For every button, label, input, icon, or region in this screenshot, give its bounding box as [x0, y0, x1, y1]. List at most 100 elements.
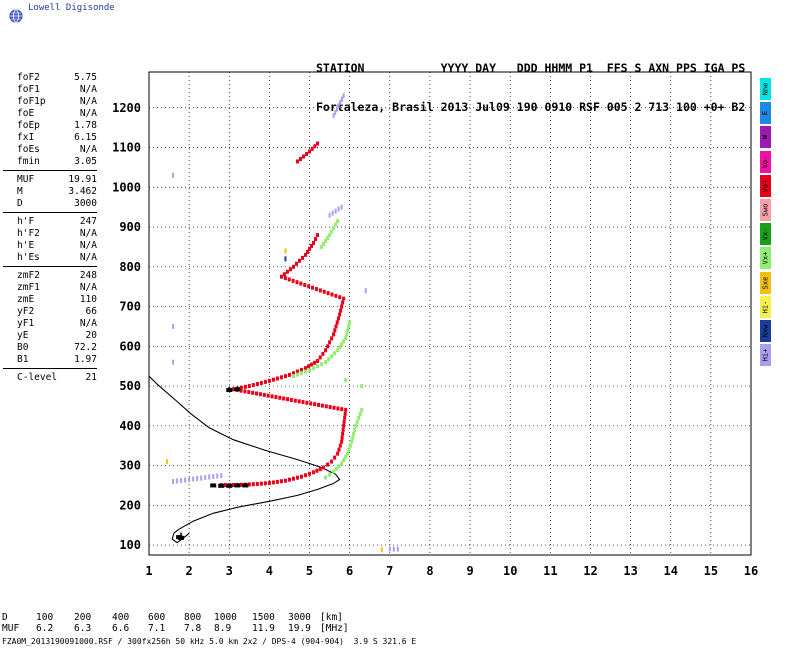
param-row: zmF1 N/A	[3, 282, 97, 294]
vo-point	[299, 281, 303, 286]
black-trace-point	[242, 483, 249, 488]
vo-point	[332, 405, 336, 410]
distance-value: 1500	[252, 612, 275, 623]
vo-point	[239, 482, 243, 487]
vo-point	[334, 293, 338, 298]
param-row: foF1p N/A	[3, 96, 97, 108]
vx-point	[334, 222, 338, 227]
vo-point	[342, 296, 346, 301]
x-tick-label: 12	[583, 564, 597, 578]
black-trace-point	[234, 483, 241, 488]
param-value: N/A	[79, 282, 97, 293]
black-trace-point	[226, 483, 233, 488]
vo-point	[295, 475, 299, 480]
param-label: fmin	[17, 156, 40, 167]
vo-point	[313, 360, 317, 365]
legend-item: Vo-	[760, 150, 771, 173]
hi-point	[334, 109, 337, 115]
distance-unit: [km]	[320, 612, 343, 623]
vo-point	[336, 451, 340, 456]
vo-point	[310, 362, 314, 367]
vo-point	[340, 435, 344, 440]
vo-point	[335, 320, 339, 325]
hi-point	[200, 475, 203, 481]
y-tick-label: 800	[119, 260, 141, 274]
vo-point	[318, 355, 322, 360]
param-row: zmF2 248	[3, 270, 97, 282]
vo-point	[266, 393, 270, 398]
legend-item: Nxw	[760, 319, 771, 342]
hi-point	[172, 172, 175, 178]
vo-point	[255, 381, 259, 386]
y-tick-label: 300	[119, 459, 141, 473]
hi-point	[340, 204, 343, 210]
vo-point	[286, 397, 290, 402]
vo-point	[317, 402, 321, 407]
vo-point	[271, 480, 275, 485]
x-tick-label: 14	[664, 564, 678, 578]
param-row: M 3.462	[3, 186, 97, 198]
vo-point	[336, 316, 340, 321]
vo-point	[328, 405, 332, 410]
param-separator	[3, 368, 97, 369]
muf-unit: [MHz]	[320, 623, 349, 634]
param-label: h'F	[17, 216, 35, 227]
hi-point	[180, 477, 183, 483]
vx-point	[320, 244, 324, 249]
param-value: 6.15	[74, 132, 97, 143]
param-value: N/A	[79, 96, 97, 107]
vo-point	[291, 278, 295, 283]
hi-point	[172, 323, 175, 329]
vo-point	[271, 377, 275, 382]
vo-point	[247, 390, 251, 395]
vx-point	[352, 431, 356, 436]
vo-point	[341, 431, 345, 436]
hi-point	[204, 474, 207, 480]
hi-point	[176, 478, 179, 484]
vo-point	[340, 439, 344, 444]
vo-point	[291, 371, 295, 376]
vo-point	[343, 411, 347, 416]
sxe-point	[284, 248, 287, 254]
param-label: zmF2	[17, 270, 40, 281]
param-row: h'E N/A	[3, 240, 97, 252]
param-label: C-level	[17, 372, 58, 383]
legend-item: Sxe	[760, 271, 771, 294]
vx-point	[340, 342, 344, 347]
hi-point	[196, 475, 199, 481]
vo-point	[312, 240, 316, 245]
x-tick-label: 2	[186, 564, 193, 578]
vx-point	[332, 469, 336, 474]
param-row: fmin 3.05	[3, 156, 97, 168]
vo-point	[330, 459, 334, 464]
x-tick-label: 11	[543, 564, 557, 578]
vo-point	[338, 443, 342, 448]
muf-value: 19.9	[288, 623, 311, 634]
hi-point	[192, 476, 195, 482]
vo-point	[339, 308, 343, 313]
vo-point	[341, 427, 345, 432]
vo-point	[255, 481, 259, 486]
param-value: 248	[79, 270, 97, 281]
vo-point	[302, 154, 306, 159]
muf-value: 8.9	[214, 623, 232, 634]
plot-frame	[148, 71, 752, 556]
vo-point	[279, 274, 283, 279]
vo-point	[303, 282, 307, 287]
param-row: MUF 19.91	[3, 174, 97, 186]
param-separator	[3, 170, 97, 171]
station-header: STATION YYYY DAY DDD HHMM P1 FFS S AXN P…	[316, 36, 745, 127]
vo-point	[322, 465, 326, 470]
vo-point	[338, 312, 342, 317]
vo-point	[247, 482, 251, 487]
y-tick-label: 100	[119, 538, 141, 552]
vo-point	[275, 479, 279, 484]
chart-grid	[148, 72, 752, 555]
vx-point	[300, 371, 304, 376]
y-tick-label: 900	[119, 220, 141, 234]
vx-point	[336, 219, 340, 224]
vo-point	[270, 394, 274, 399]
scaled-parameters-panel: foF2 5.75 foF1 N/A foF1p N/A foE N/A foEp 1.78 fxI…	[3, 72, 97, 384]
vo-point	[289, 397, 293, 402]
vx-point	[346, 328, 350, 333]
